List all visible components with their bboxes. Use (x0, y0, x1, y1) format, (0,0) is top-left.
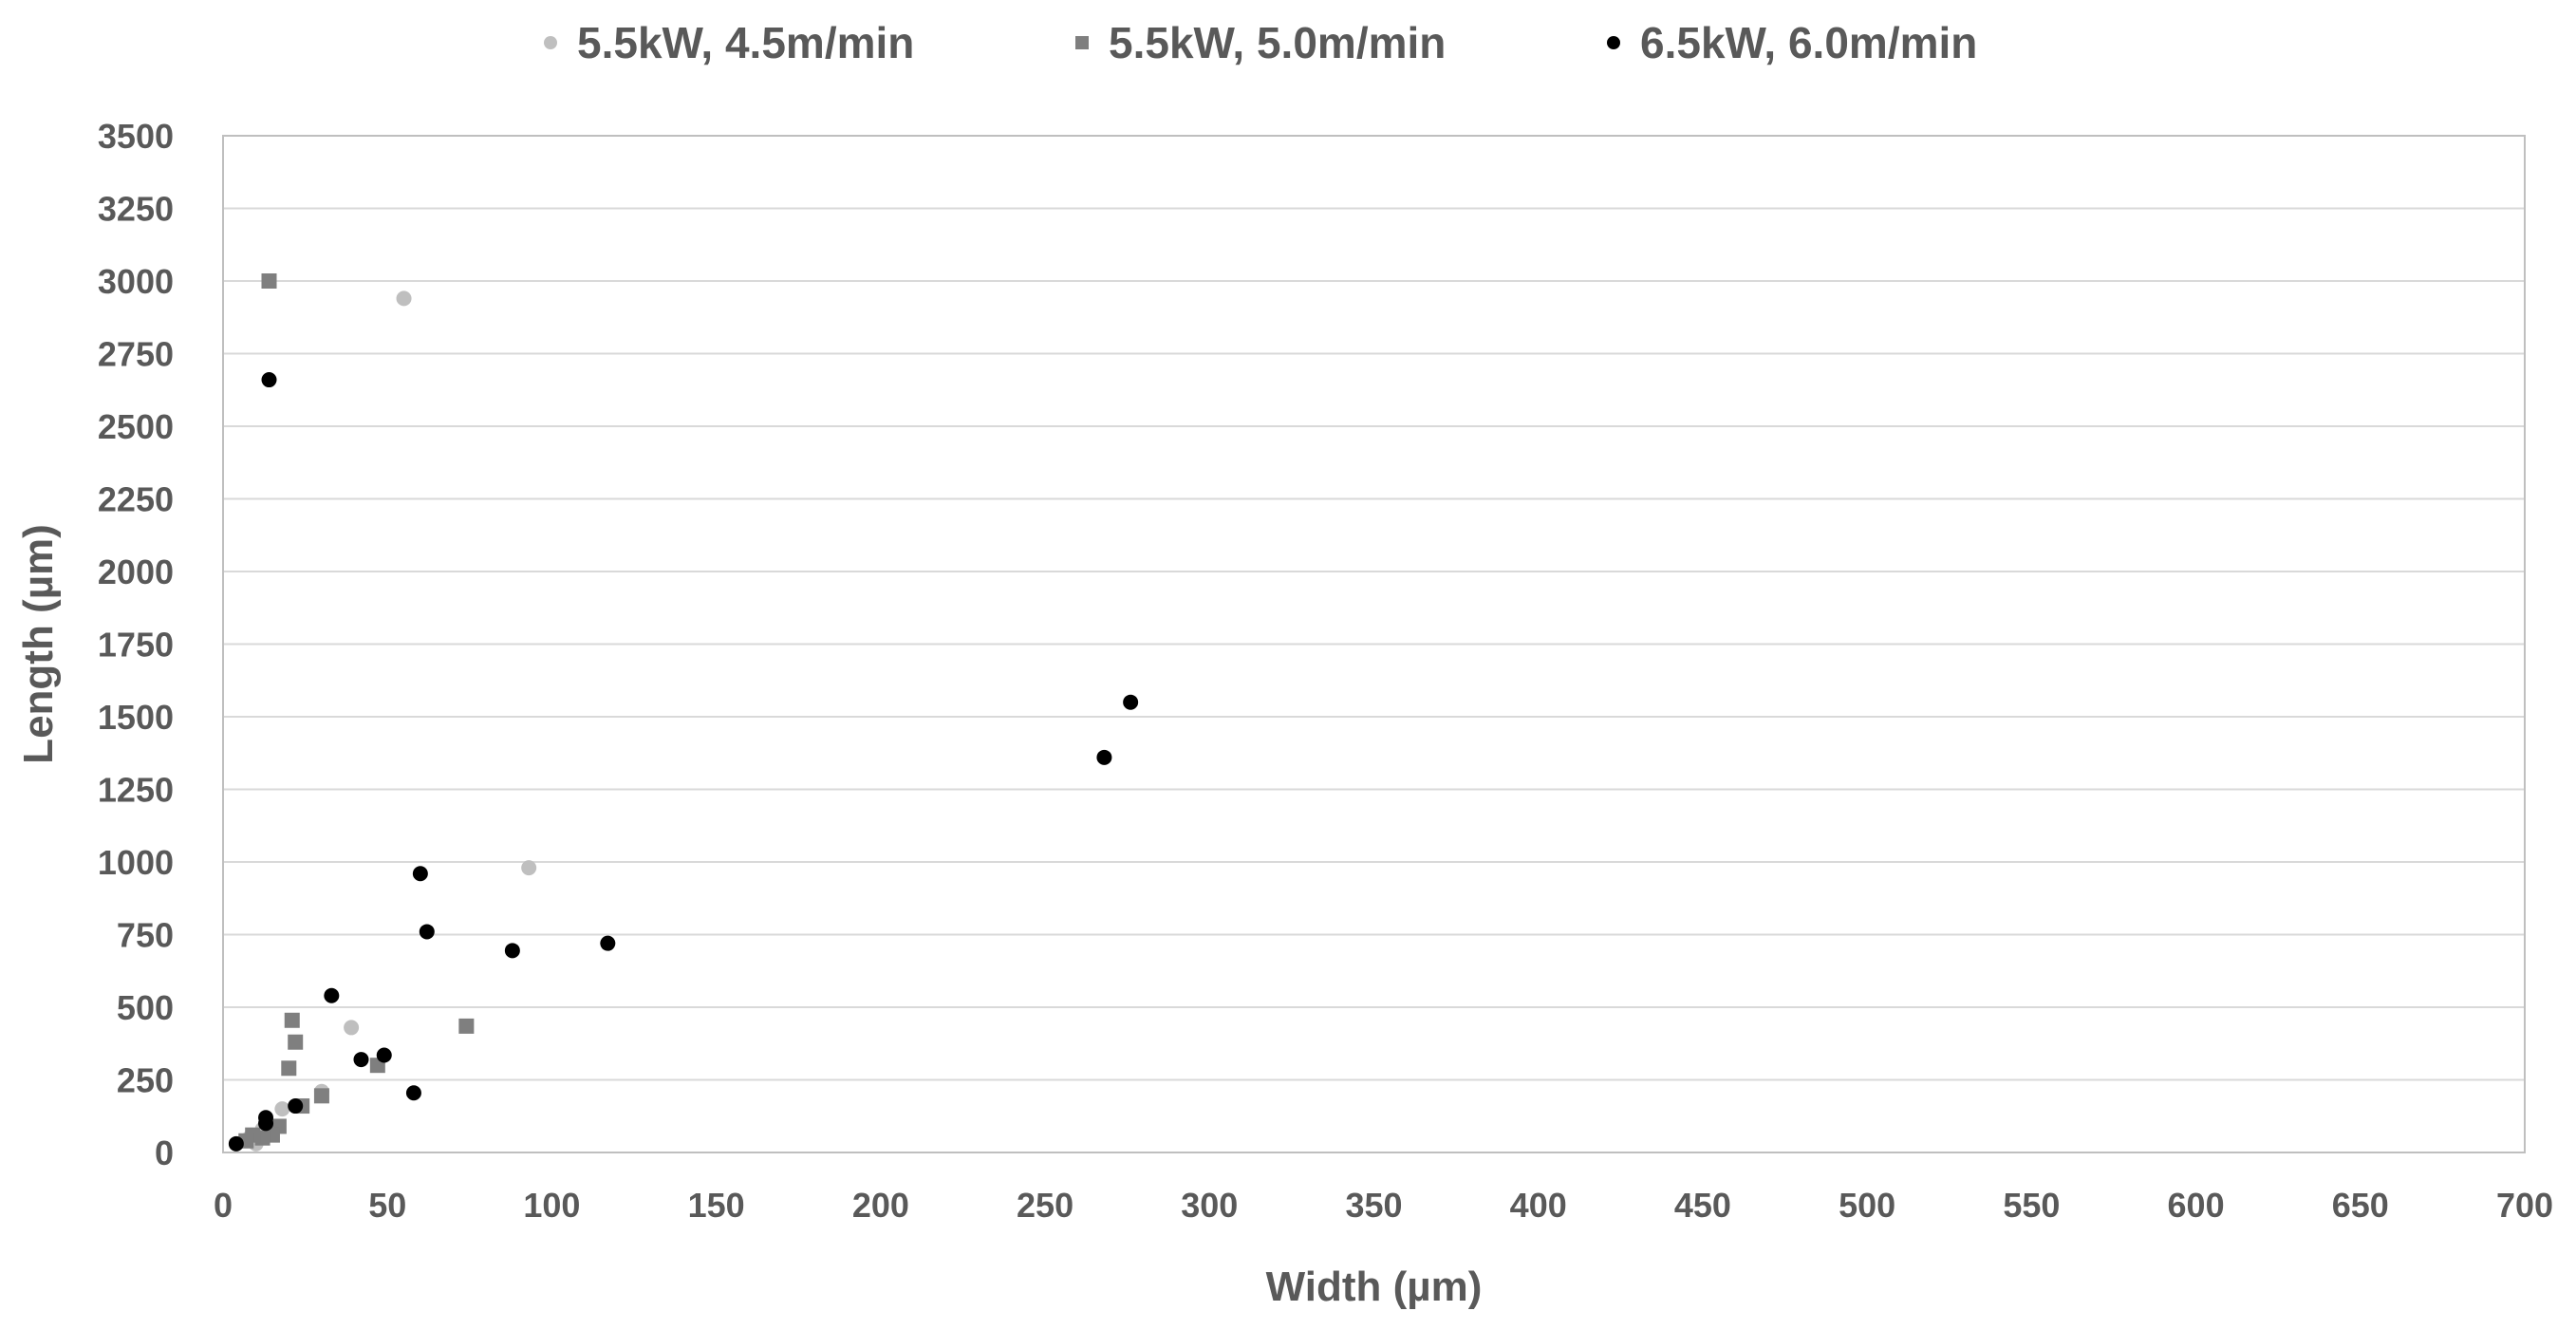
data-point (261, 273, 277, 289)
legend-label: 6.5kW, 6.0m/min (1640, 18, 1977, 67)
data-point (284, 1012, 300, 1028)
x-tick-label: 400 (1510, 1186, 1567, 1225)
data-point (258, 1115, 274, 1132)
legend: 5.5kW, 4.5m/min 5.5kW, 5.0m/min 6.5kW, 6.0… (544, 18, 1977, 67)
x-tick-label: 600 (2168, 1186, 2225, 1225)
x-tick-label: 650 (2332, 1186, 2389, 1225)
y-tick-label: 2750 (98, 335, 174, 374)
x-tick-label: 450 (1674, 1186, 1731, 1225)
data-point (1096, 749, 1112, 765)
y-tick-label: 1250 (98, 771, 174, 810)
plot-area (222, 135, 2526, 1153)
series-2 (238, 273, 475, 1149)
data-point (1123, 694, 1139, 710)
y-tick-label: 1750 (98, 626, 174, 665)
y-tick-label: 2250 (98, 480, 174, 519)
data-point (324, 987, 340, 1003)
x-tick-label: 700 (2496, 1186, 2553, 1225)
legend-marker (1075, 36, 1089, 49)
data-point (228, 1135, 244, 1152)
data-point (313, 1088, 329, 1104)
y-axis-ticks: 0 250 500 750 1000 1250 1500 1750 2000 2250 2500 27… (98, 117, 174, 1172)
x-tick-label: 200 (852, 1186, 909, 1225)
y-tick-label: 500 (117, 988, 174, 1027)
data-points (228, 273, 1139, 1152)
y-axis-title: Length (µm) (15, 524, 62, 764)
x-tick-label: 150 (688, 1186, 745, 1225)
legend-label: 5.5kW, 5.0m/min (1109, 18, 1446, 67)
data-point (353, 1052, 369, 1068)
y-tick-label: 250 (117, 1061, 174, 1100)
y-tick-label: 3500 (98, 117, 174, 156)
data-point (405, 1085, 421, 1101)
y-tick-label: 750 (117, 916, 174, 955)
y-tick-label: 3250 (98, 190, 174, 229)
data-point (288, 1034, 304, 1050)
data-point (376, 1047, 392, 1063)
data-point (261, 372, 277, 388)
gridlines (223, 135, 2525, 1153)
x-tick-label: 0 (214, 1186, 233, 1225)
x-tick-label: 500 (1839, 1186, 1895, 1225)
y-tick-label: 1000 (98, 843, 174, 882)
data-point (281, 1060, 297, 1077)
x-tick-label: 100 (523, 1186, 580, 1225)
y-tick-label: 3000 (98, 262, 174, 301)
data-point (419, 924, 435, 940)
legend-marker (1607, 36, 1620, 49)
x-tick-label: 50 (368, 1186, 406, 1225)
x-tick-label: 300 (1181, 1186, 1238, 1225)
x-tick-label: 550 (2003, 1186, 2060, 1225)
data-point (521, 860, 537, 876)
series-3 (228, 372, 1139, 1152)
x-axis-title: Width (µm) (1266, 1264, 1483, 1310)
data-point (504, 943, 520, 959)
data-point (412, 866, 428, 882)
x-tick-label: 350 (1345, 1186, 1402, 1225)
data-point (600, 935, 616, 951)
y-tick-label: 2000 (98, 553, 174, 591)
legend-label: 5.5kW, 4.5m/min (577, 18, 914, 67)
data-point (288, 1098, 304, 1115)
y-tick-label: 2500 (98, 407, 174, 446)
y-tick-label: 1500 (98, 698, 174, 737)
x-tick-label: 250 (1017, 1186, 1073, 1225)
x-axis-ticks: 0 50 100 150 200 250 300 350 400 450 500 550 600 650 7… (214, 1186, 2553, 1225)
data-point (396, 290, 412, 307)
data-point (344, 1020, 360, 1036)
legend-marker (544, 36, 557, 49)
data-point (274, 1101, 290, 1117)
y-tick-label: 0 (155, 1133, 174, 1172)
data-point (458, 1018, 475, 1034)
